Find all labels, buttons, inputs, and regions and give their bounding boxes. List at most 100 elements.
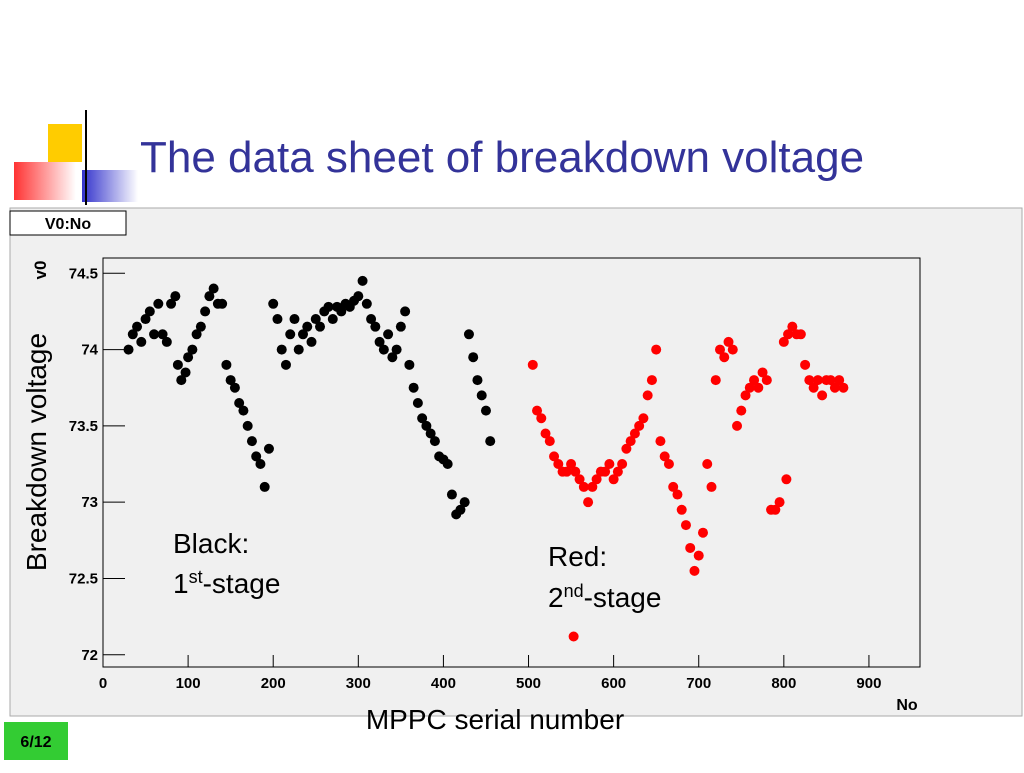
point bbox=[812, 375, 823, 386]
page-number: 6/12 bbox=[20, 734, 51, 751]
point bbox=[297, 329, 308, 340]
point bbox=[327, 314, 338, 325]
point bbox=[668, 481, 679, 492]
point bbox=[600, 466, 611, 477]
x-tick-label: 800 bbox=[771, 675, 796, 692]
point bbox=[642, 390, 653, 401]
point bbox=[553, 459, 564, 470]
point bbox=[176, 375, 187, 386]
point bbox=[834, 375, 845, 386]
point bbox=[783, 329, 794, 340]
point bbox=[697, 527, 708, 538]
point bbox=[719, 352, 730, 363]
point bbox=[753, 382, 764, 393]
annotation-sup: nd bbox=[564, 581, 584, 601]
point bbox=[310, 314, 321, 325]
point bbox=[757, 367, 768, 378]
point bbox=[561, 466, 572, 477]
point bbox=[727, 344, 738, 355]
point bbox=[651, 344, 662, 355]
point bbox=[787, 321, 798, 332]
x-tick-label: 700 bbox=[686, 675, 711, 692]
point bbox=[272, 314, 283, 325]
point bbox=[702, 459, 713, 470]
point bbox=[795, 329, 806, 340]
point bbox=[612, 466, 623, 477]
point bbox=[136, 336, 147, 347]
point bbox=[144, 306, 155, 317]
point bbox=[549, 451, 560, 462]
annotation: Black: 1st-stage bbox=[173, 528, 280, 599]
point bbox=[672, 489, 683, 500]
point bbox=[715, 344, 726, 355]
point bbox=[200, 306, 211, 317]
point bbox=[604, 459, 615, 470]
point bbox=[361, 298, 372, 309]
point bbox=[149, 329, 160, 340]
point bbox=[617, 459, 628, 470]
point bbox=[621, 443, 632, 454]
point bbox=[676, 504, 687, 515]
slide-title: The data sheet of breakdown voltage bbox=[140, 133, 864, 182]
x-tick-label: 500 bbox=[516, 675, 541, 692]
point bbox=[315, 321, 326, 332]
point bbox=[123, 344, 134, 355]
annotation-line: Black: bbox=[173, 528, 249, 559]
point bbox=[293, 344, 304, 355]
point bbox=[574, 474, 585, 485]
point bbox=[838, 382, 849, 393]
point bbox=[634, 420, 645, 431]
annotation-line: Red: bbox=[548, 541, 607, 572]
point bbox=[825, 375, 836, 386]
point bbox=[710, 375, 721, 386]
point bbox=[306, 336, 317, 347]
point bbox=[689, 565, 700, 576]
x-label: MPPC serial number bbox=[366, 704, 624, 735]
y-tick-label: 73 bbox=[81, 494, 98, 511]
point bbox=[323, 301, 334, 312]
point bbox=[770, 504, 781, 515]
plot-frame bbox=[102, 257, 921, 668]
annotation-line: 1st-stage bbox=[173, 567, 280, 599]
point bbox=[570, 466, 581, 477]
point bbox=[749, 375, 760, 386]
point bbox=[221, 359, 232, 370]
point bbox=[723, 336, 734, 347]
annotation: Red: 2nd-stage bbox=[548, 541, 661, 613]
annotation-line: 2nd-stage bbox=[548, 581, 661, 613]
point bbox=[446, 489, 457, 500]
y-axis-title: v0 bbox=[31, 261, 50, 280]
point bbox=[357, 275, 368, 286]
point bbox=[172, 359, 183, 370]
point bbox=[229, 382, 240, 393]
point bbox=[527, 359, 538, 370]
point bbox=[132, 321, 143, 332]
chart-title: V0:No bbox=[45, 216, 91, 233]
point bbox=[336, 306, 347, 317]
point bbox=[263, 443, 274, 454]
point bbox=[268, 298, 279, 309]
point bbox=[736, 405, 747, 416]
point bbox=[625, 436, 636, 447]
point bbox=[544, 436, 555, 447]
point bbox=[204, 291, 215, 302]
point bbox=[583, 497, 594, 508]
point bbox=[781, 474, 792, 485]
annotation-part: -stage bbox=[584, 582, 662, 613]
annotation-sup: st bbox=[189, 567, 203, 587]
point bbox=[408, 382, 419, 393]
point bbox=[459, 497, 470, 508]
point bbox=[655, 436, 666, 447]
x-tick-label: 600 bbox=[601, 675, 626, 692]
point bbox=[744, 382, 755, 393]
point bbox=[255, 459, 266, 470]
point bbox=[536, 413, 547, 424]
point bbox=[455, 504, 466, 515]
point bbox=[285, 329, 296, 340]
point bbox=[127, 329, 138, 340]
point bbox=[180, 367, 191, 378]
annotation-part: 2 bbox=[548, 582, 564, 613]
point bbox=[191, 329, 202, 340]
point bbox=[251, 451, 262, 462]
